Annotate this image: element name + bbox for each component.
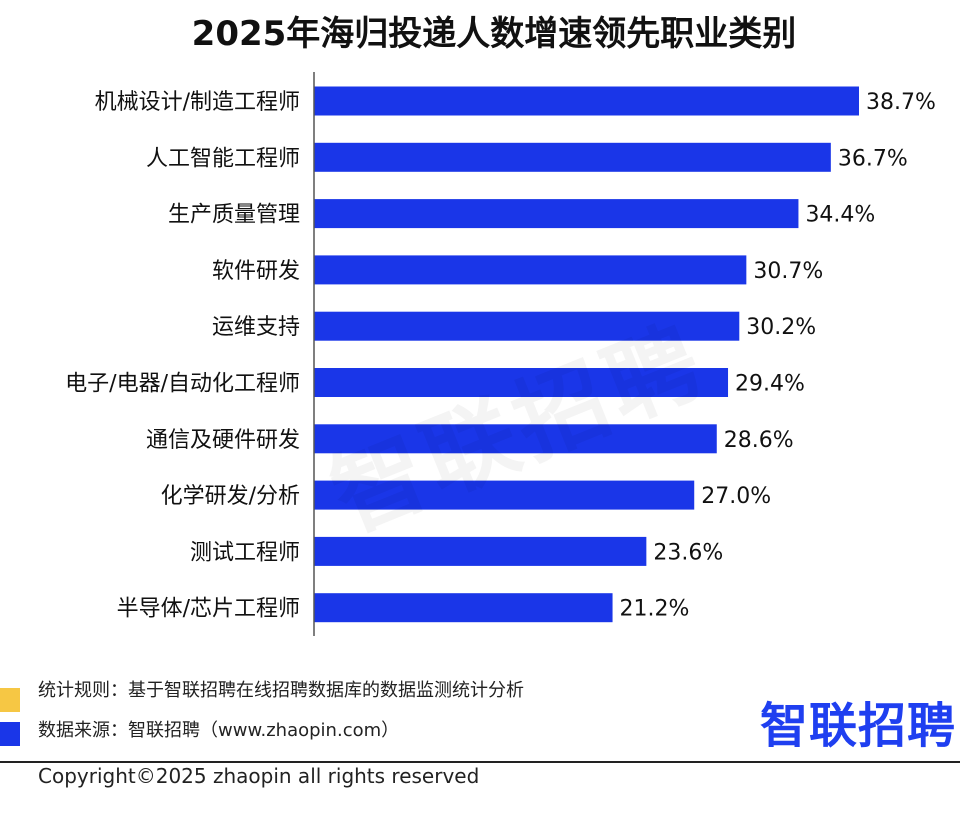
bar — [314, 480, 695, 510]
bar — [314, 424, 717, 454]
category-label: 测试工程师 — [190, 540, 300, 565]
category-label: 生产质量管理 — [168, 203, 300, 228]
data-label: 34.4% — [805, 203, 875, 228]
bars-layer: 机械设计/制造工程师 38.7% 人工智能工程师 36.7% 生产质量管理 34.4% 软件… — [65, 86, 936, 623]
data-source-note: 数据来源：智联招聘（www.zhaopin.com） — [38, 720, 400, 741]
copyright-text: Copyright©2025 zhaopin all rights reserv… — [38, 764, 480, 788]
bar — [314, 311, 740, 341]
category-label: 人工智能工程师 — [146, 146, 300, 171]
bar-chart: 2025年海归投递人数增速领先职业类别 机械设计/制造工程师 38.7% 人工智能工… — [65, 14, 936, 636]
data-label: 30.7% — [753, 259, 823, 284]
data-label: 27.0% — [701, 484, 771, 509]
chart-title: 2025年海归投递人数增速领先职业类别 — [192, 14, 797, 54]
category-label: 半导体/芯片工程师 — [117, 597, 300, 622]
data-label: 28.6% — [724, 428, 794, 453]
data-label: 29.4% — [735, 372, 805, 397]
data-label: 38.7% — [866, 90, 936, 115]
bar — [314, 368, 729, 397]
category-label: 运维支持 — [212, 315, 300, 340]
category-label: 机械设计/制造工程师 — [95, 90, 300, 115]
bar — [314, 593, 613, 623]
bar — [314, 86, 859, 116]
category-label: 软件研发 — [212, 259, 300, 284]
bar — [314, 255, 747, 285]
legend-marker-yellow — [0, 688, 20, 712]
data-label: 30.2% — [746, 315, 816, 340]
data-label: 36.7% — [838, 146, 908, 171]
data-label: 23.6% — [653, 540, 723, 565]
statistics-rule-note: 统计规则：基于智联招聘在线招聘数据库的数据监测统计分析 — [38, 680, 524, 701]
legend-marker-blue — [0, 722, 20, 746]
bar — [314, 142, 831, 172]
footer-divider — [0, 761, 960, 763]
category-label: 化学研发/分析 — [161, 484, 300, 509]
brand-logo: 智联招聘 — [760, 698, 957, 754]
bar — [314, 199, 799, 229]
category-label: 通信及硬件研发 — [146, 428, 300, 453]
bar — [314, 536, 647, 566]
data-label: 21.2% — [620, 597, 690, 622]
category-label: 电子/电器/自动化工程师 — [65, 372, 300, 397]
